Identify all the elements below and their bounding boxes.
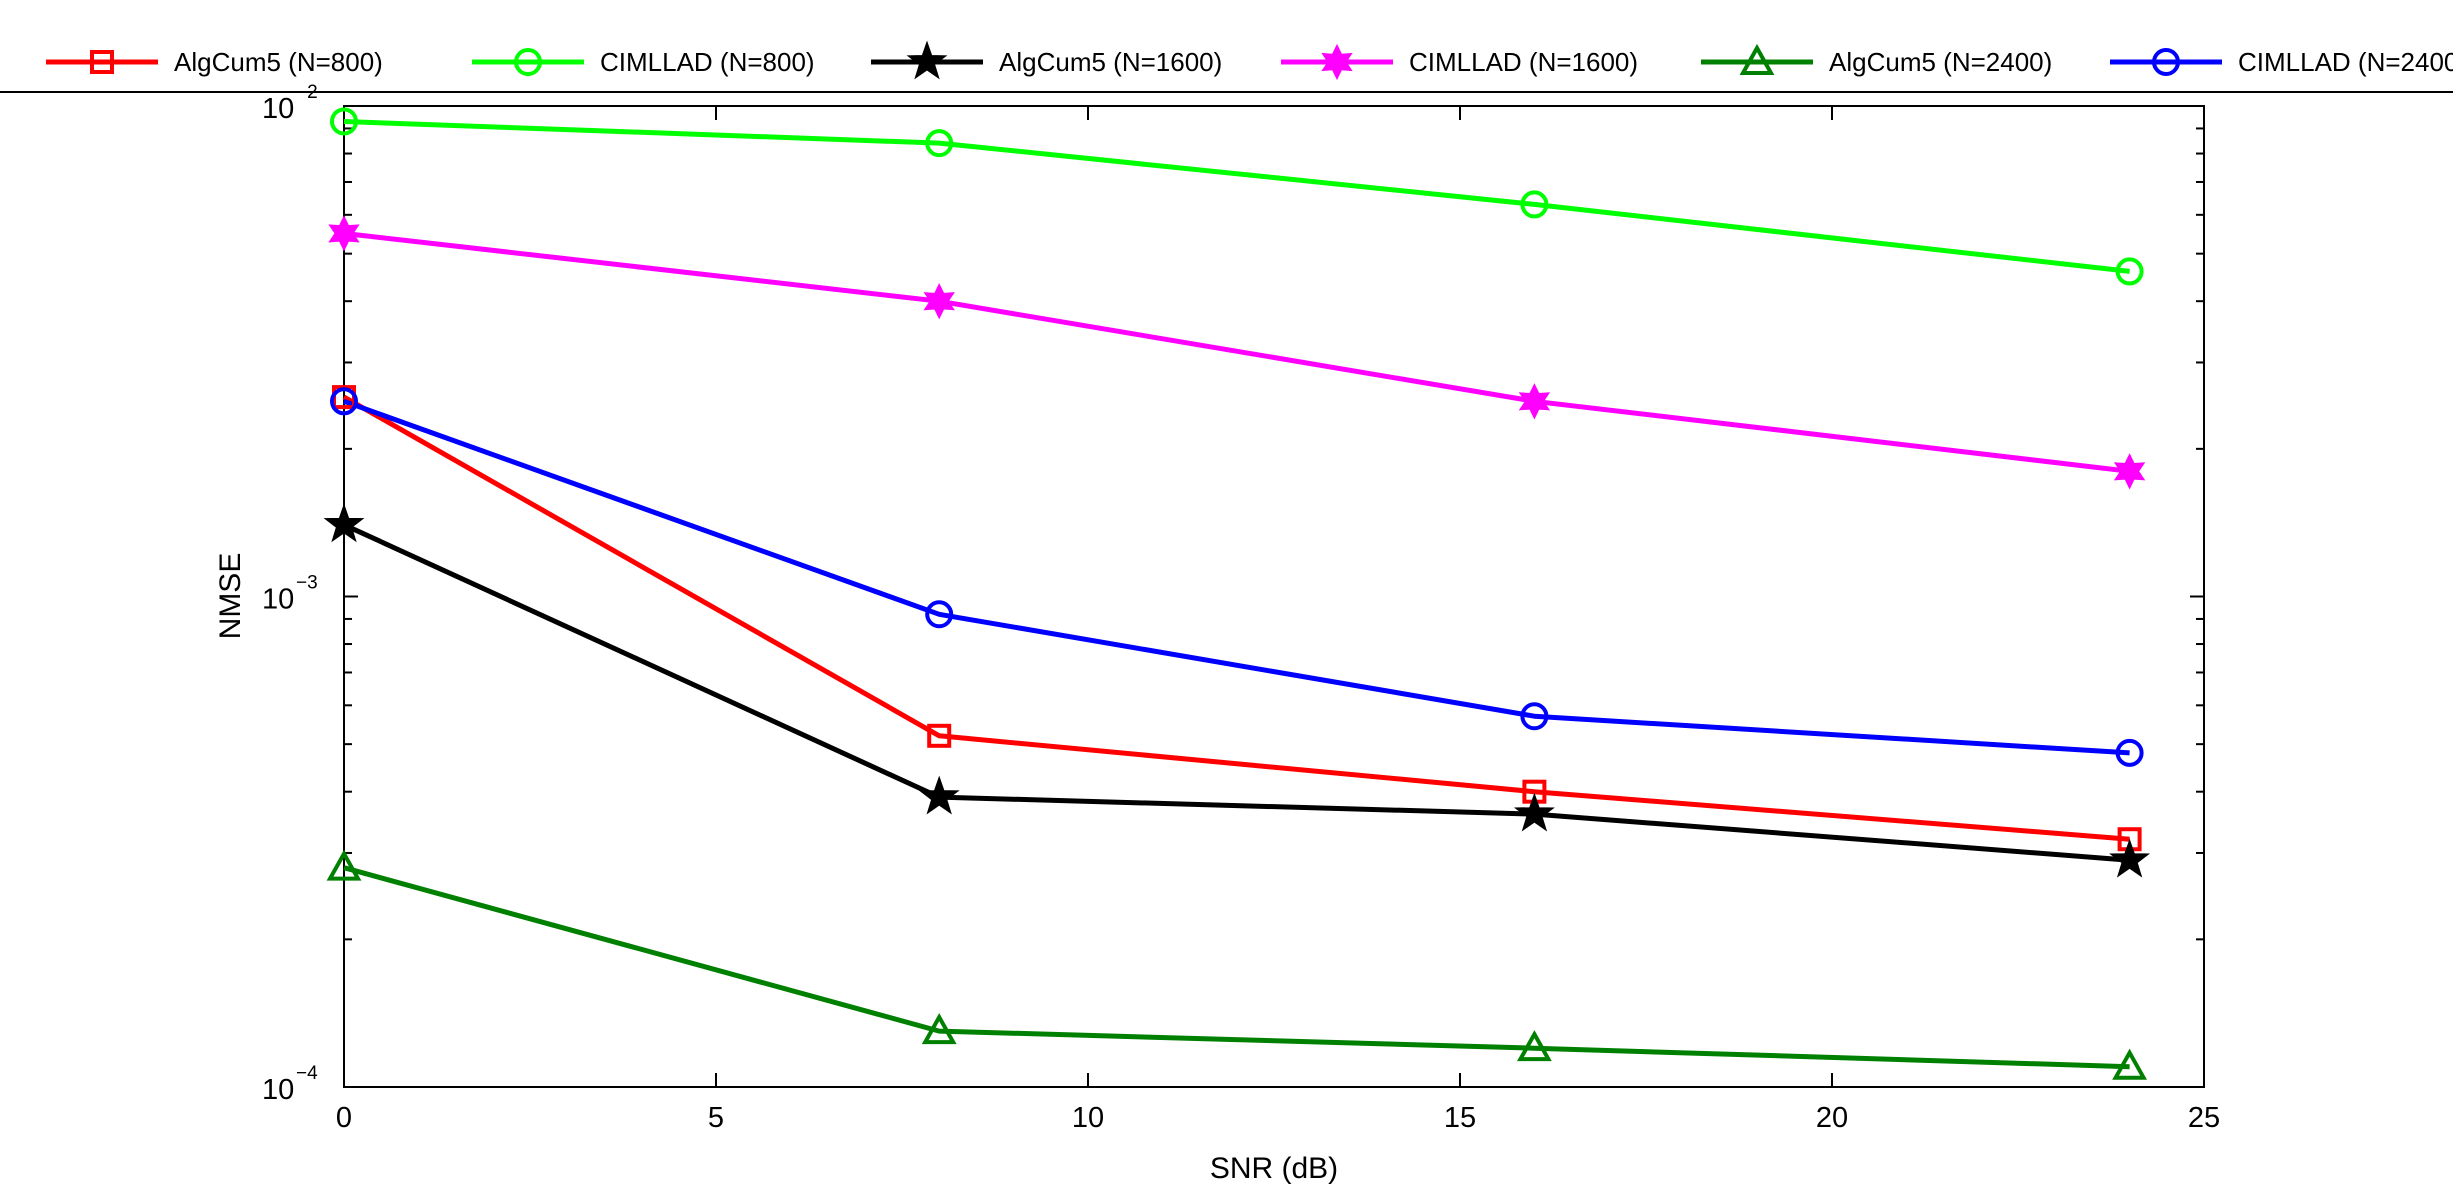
y-axis-title: NMSE xyxy=(214,553,247,640)
data-point-series-3 xyxy=(328,215,360,252)
x-tick-label: 15 xyxy=(1444,1102,1476,1134)
data-point-series-3 xyxy=(1518,383,1551,420)
data-point-series-5 xyxy=(2115,738,2144,767)
x-tick-label: 5 xyxy=(708,1102,724,1134)
y-tick-exponent: −2 xyxy=(296,82,318,103)
legend-marker xyxy=(90,50,114,74)
y-tick-label: 10 xyxy=(262,93,294,125)
legend-entry-4: AlgCum5 (N=2400) xyxy=(1701,43,2052,77)
legend-marker xyxy=(906,40,948,80)
data-point-series-4 xyxy=(326,849,362,881)
data-point-series-0 xyxy=(927,723,952,748)
data-point-series-5 xyxy=(330,387,358,416)
legend-label: AlgCum5 (N=800) xyxy=(174,47,383,77)
legend-marker xyxy=(1321,43,1353,81)
legend-marker xyxy=(1739,43,1775,75)
legend-label: AlgCum5 (N=1600) xyxy=(999,47,1222,77)
data-point-series-3 xyxy=(923,283,955,320)
data-point-series-2 xyxy=(918,775,960,815)
data-point-series-2 xyxy=(1513,792,1555,832)
x-tick-label: 25 xyxy=(2188,1102,2220,1134)
y-tick-exponent: −3 xyxy=(296,573,318,594)
y-tick-label: 10 xyxy=(262,584,294,616)
data-point-series-2 xyxy=(323,503,365,543)
legend-entry-3: CIMLLAD (N=1600) xyxy=(1281,43,1638,81)
legend-entry-2: AlgCum5 (N=1600) xyxy=(871,40,1222,80)
data-point-series-5 xyxy=(1520,702,1549,731)
data-point-series-5 xyxy=(925,600,954,629)
data-point-series-1 xyxy=(2115,257,2144,286)
legend-label: CIMLLAD (N=800) xyxy=(600,47,815,77)
series-line-3 xyxy=(343,230,2130,474)
series-line-1 xyxy=(343,119,2130,274)
data-point-series-1 xyxy=(1520,190,1549,219)
legend-label: CIMLLAD (N=1600) xyxy=(1409,47,1638,77)
data-point-series-4 xyxy=(1516,1030,1552,1062)
legend-entry-0: AlgCum5 (N=800) xyxy=(46,47,383,77)
data-point-series-1 xyxy=(330,107,358,136)
series-markers xyxy=(323,107,2151,1080)
y-tick-exponent: −4 xyxy=(296,1063,318,1084)
legend-entry-5: CIMLLAD (N=2400) xyxy=(2110,47,2453,77)
y-tick-label: 10 xyxy=(262,1074,294,1106)
legend-entry-1: CIMLLAD (N=800) xyxy=(472,47,815,77)
legend-marker xyxy=(2152,48,2180,76)
series-lines xyxy=(342,119,2130,1070)
series-line-0 xyxy=(342,394,2130,842)
legend-label: AlgCum5 (N=2400) xyxy=(1829,47,2052,77)
x-tick-label: 10 xyxy=(1072,1102,1104,1134)
data-point-series-4 xyxy=(2112,1048,2148,1080)
series-line-5 xyxy=(343,398,2130,756)
plot-area xyxy=(343,105,2205,1088)
x-axis-title: SNR (dB) xyxy=(1210,1152,1338,1185)
legend-label: CIMLLAD (N=2400) xyxy=(2238,47,2453,77)
x-tick-label: 20 xyxy=(1816,1102,1848,1134)
axis-ticks xyxy=(343,105,2205,1088)
data-point-series-1 xyxy=(925,129,954,158)
legend: AlgCum5 (N=800) CIMLLAD (N=800) AlgCum5 (N… xyxy=(46,40,2453,81)
x-tick-label: 0 xyxy=(336,1102,352,1134)
data-point-series-4 xyxy=(921,1013,957,1045)
data-point-series-3 xyxy=(2113,453,2146,490)
legend-marker xyxy=(514,48,542,76)
data-point-series-2 xyxy=(2109,838,2151,878)
series-line-2 xyxy=(342,522,2130,863)
series-line-4 xyxy=(343,865,2130,1070)
